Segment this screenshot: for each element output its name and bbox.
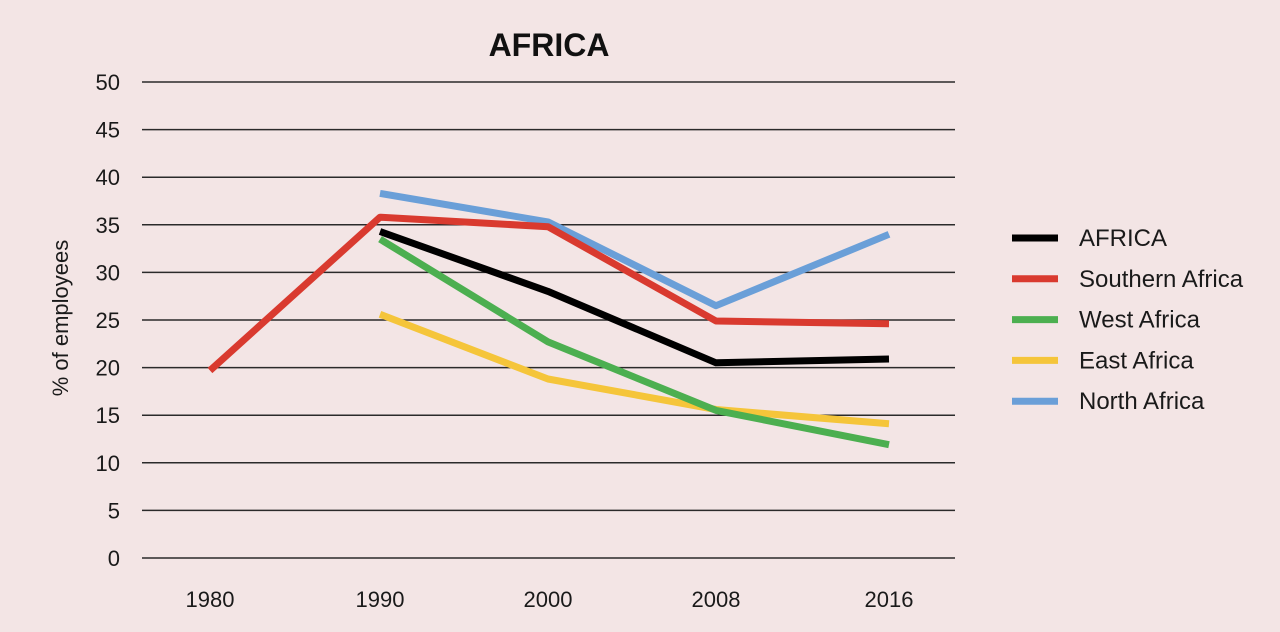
series-line-north-africa [379, 189, 891, 310]
legend-item: Southern Africa [1012, 266, 1244, 293]
series-line-west-africa [378, 236, 890, 449]
y-axis-label: % of employees [48, 240, 73, 397]
chart-title: AFRICA [489, 27, 610, 63]
y-tick-label: 50 [96, 70, 120, 95]
legend-item: East Africa [1012, 347, 1194, 374]
y-tick-label: 40 [96, 165, 120, 190]
legend-item: West Africa [1012, 307, 1201, 334]
y-tick-label: 45 [96, 118, 120, 143]
y-tick-label: 0 [108, 546, 120, 571]
y-tick-labels: 0 5 10 15 20 25 30 35 40 45 50 [96, 70, 120, 571]
x-tick-labels: 1980 1990 2000 2008 2016 [186, 587, 914, 612]
gridlines [142, 81, 955, 559]
y-tick-label: 30 [96, 260, 120, 285]
x-tick-label: 2016 [865, 587, 914, 612]
y-tick-label: 10 [96, 451, 120, 476]
y-tick-label: 25 [96, 308, 120, 333]
legend-item: North Africa [1012, 388, 1205, 415]
legend-label: East Africa [1079, 347, 1194, 374]
legend: AFRICA Southern Africa West Africa East Afr… [1012, 225, 1244, 415]
series-line-africa [378, 228, 890, 367]
x-tick-label: 2000 [524, 587, 573, 612]
x-tick-label: 1990 [356, 587, 405, 612]
y-tick-label: 20 [96, 356, 120, 381]
legend-label: North Africa [1079, 388, 1205, 415]
legend-label: Southern Africa [1079, 266, 1244, 293]
legend-label: AFRICA [1079, 225, 1167, 252]
y-tick-label: 5 [108, 498, 120, 523]
series-line-east-africa [378, 311, 890, 428]
y-tick-label: 15 [96, 403, 120, 428]
x-tick-label: 1980 [186, 587, 235, 612]
legend-label: West Africa [1079, 307, 1201, 334]
legend-item: AFRICA [1012, 225, 1167, 252]
x-tick-label: 2008 [692, 587, 741, 612]
series-lines [207, 189, 891, 449]
y-tick-label: 35 [96, 213, 120, 238]
series-line-southern-africa [207, 213, 890, 374]
